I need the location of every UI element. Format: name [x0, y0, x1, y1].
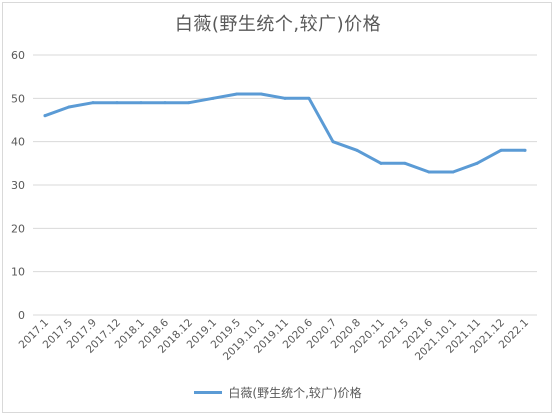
- x-axis-labels: 2017.12017.52017.92017.122018.12018.6201…: [17, 316, 531, 363]
- y-tick-label: 30: [11, 179, 25, 192]
- data-point: [187, 101, 191, 105]
- data-point: [475, 161, 479, 165]
- data-point: [115, 101, 119, 105]
- data-point: [523, 148, 527, 152]
- data-point: [43, 114, 47, 118]
- data-point: [211, 96, 215, 100]
- data-point: [307, 96, 311, 100]
- y-axis-labels: 0 10 20 30 40 50 60: [11, 49, 25, 322]
- data-point: [427, 170, 431, 174]
- data-point: [379, 161, 383, 165]
- data-point: [283, 96, 287, 100]
- y-tick-label: 20: [11, 222, 25, 235]
- data-point: [499, 148, 503, 152]
- y-tick-label: 40: [11, 136, 25, 149]
- data-point: [139, 101, 143, 105]
- data-point: [91, 101, 95, 105]
- data-point: [331, 140, 335, 144]
- data-point: [163, 101, 167, 105]
- data-point: [403, 161, 407, 165]
- y-tick-label: 10: [11, 266, 25, 279]
- series-group: [43, 92, 527, 174]
- data-point: [67, 105, 71, 109]
- legend: 白薇(野生统个,较广)价格: [0, 384, 556, 401]
- data-point: [355, 148, 359, 152]
- y-tick-label: 60: [11, 49, 25, 62]
- data-point: [259, 92, 263, 96]
- series-line-0: [43, 92, 527, 174]
- y-tick-label: 50: [11, 92, 25, 105]
- chart-frame: [2, 2, 552, 413]
- data-point: [451, 170, 455, 174]
- data-point: [235, 92, 239, 96]
- gridlines: [33, 54, 537, 316]
- chart-title: 白薇(野生统个,较广)价格: [174, 14, 382, 35]
- y-tick-label: 0: [18, 309, 25, 322]
- legend-swatch: [194, 391, 223, 394]
- legend-label: 白薇(野生统个,较广)价格: [228, 386, 362, 400]
